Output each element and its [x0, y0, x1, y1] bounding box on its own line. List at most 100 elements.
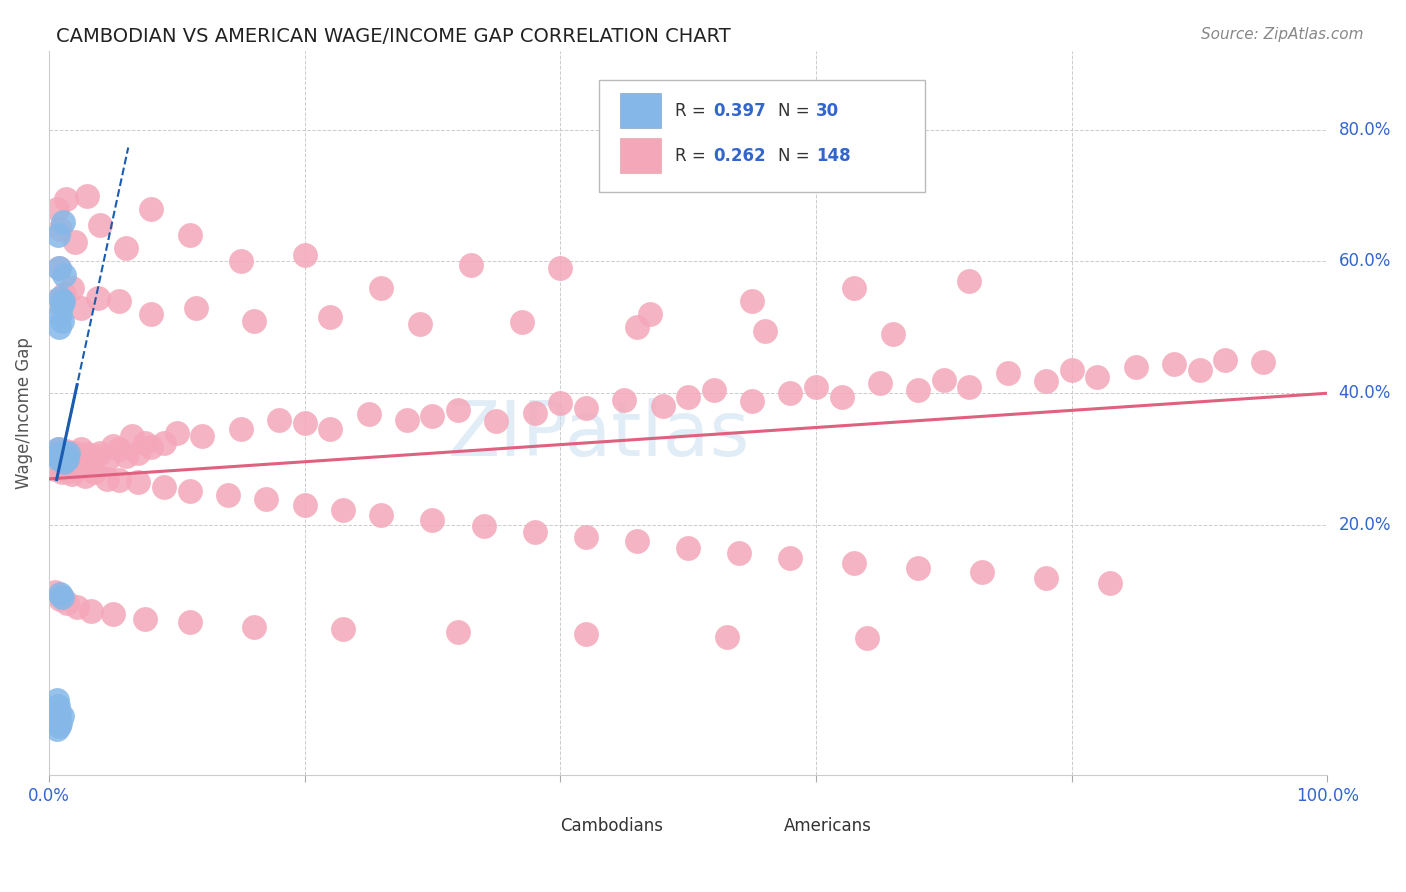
Point — [370, 508, 392, 522]
Point — [55, 444, 77, 458]
Point — [46, 699, 69, 714]
Text: N =: N = — [778, 147, 814, 165]
Point — [55, 449, 77, 463]
Point — [46, 453, 69, 467]
Point — [294, 498, 316, 512]
Point — [46, 458, 69, 473]
Text: Cambodians: Cambodians — [561, 817, 664, 835]
Point — [51, 709, 73, 723]
Point — [638, 307, 661, 321]
Point — [134, 435, 156, 450]
Point — [319, 310, 342, 325]
Point — [741, 394, 763, 409]
Point — [217, 488, 239, 502]
Point — [294, 248, 316, 262]
Point — [191, 429, 214, 443]
Point — [1035, 571, 1057, 585]
Point — [395, 412, 418, 426]
Point — [96, 453, 118, 467]
Point — [58, 455, 80, 469]
Point — [73, 468, 96, 483]
Point — [53, 268, 76, 282]
Point — [179, 615, 201, 630]
Point — [550, 261, 572, 276]
Text: 20.0%: 20.0% — [1339, 516, 1391, 534]
Point — [49, 291, 72, 305]
Point — [997, 367, 1019, 381]
Point — [73, 453, 96, 467]
Point — [53, 455, 76, 469]
Text: 30: 30 — [815, 102, 839, 120]
Text: R =: R = — [675, 102, 711, 120]
Point — [510, 315, 533, 329]
Point — [184, 301, 207, 315]
Point — [1125, 359, 1147, 374]
Text: Americans: Americans — [785, 817, 872, 835]
Point — [294, 416, 316, 430]
Point — [51, 314, 73, 328]
Point — [319, 422, 342, 436]
Point — [703, 383, 725, 397]
Point — [63, 445, 86, 459]
Point — [153, 480, 176, 494]
Point — [108, 442, 131, 457]
Point — [62, 455, 84, 469]
Point — [121, 429, 143, 443]
Point — [523, 524, 546, 539]
Point — [229, 422, 252, 436]
Point — [754, 324, 776, 338]
Point — [53, 287, 76, 301]
Point — [48, 452, 70, 467]
Point — [101, 439, 124, 453]
Point — [409, 317, 432, 331]
Point — [1188, 363, 1211, 377]
Point — [45, 202, 67, 216]
Point — [575, 401, 598, 415]
Point — [332, 622, 354, 636]
Point — [60, 467, 83, 481]
Text: 0.262: 0.262 — [714, 147, 766, 165]
Point — [141, 307, 163, 321]
Point — [472, 519, 495, 533]
Text: 40.0%: 40.0% — [1339, 384, 1391, 402]
Point — [676, 390, 699, 404]
Point — [741, 293, 763, 308]
Point — [51, 591, 73, 605]
Point — [229, 254, 252, 268]
Point — [83, 465, 105, 479]
FancyBboxPatch shape — [620, 138, 661, 173]
Text: N =: N = — [778, 102, 814, 120]
Point — [728, 546, 751, 560]
Point — [856, 632, 879, 646]
Point — [651, 400, 673, 414]
Point — [86, 291, 108, 305]
Point — [48, 261, 70, 276]
Point — [96, 472, 118, 486]
Point — [56, 464, 79, 478]
Y-axis label: Wage/Income Gap: Wage/Income Gap — [15, 337, 32, 489]
Point — [66, 600, 89, 615]
Point — [66, 462, 89, 476]
Point — [45, 449, 67, 463]
Point — [1099, 576, 1122, 591]
Point — [179, 228, 201, 243]
Point — [66, 449, 89, 463]
Point — [51, 465, 73, 479]
Point — [46, 228, 69, 243]
Point — [49, 591, 72, 606]
Text: ZIPatlas: ZIPatlas — [447, 398, 749, 472]
Point — [52, 215, 75, 229]
Point — [1213, 353, 1236, 368]
Text: 80.0%: 80.0% — [1339, 120, 1391, 139]
Point — [676, 541, 699, 555]
Point — [422, 409, 444, 424]
Point — [907, 383, 929, 397]
Point — [254, 491, 277, 506]
Point — [56, 445, 79, 459]
Point — [52, 453, 75, 467]
Point — [1035, 375, 1057, 389]
Point — [70, 442, 93, 457]
Point — [370, 281, 392, 295]
Point — [575, 530, 598, 544]
Point — [49, 587, 72, 601]
